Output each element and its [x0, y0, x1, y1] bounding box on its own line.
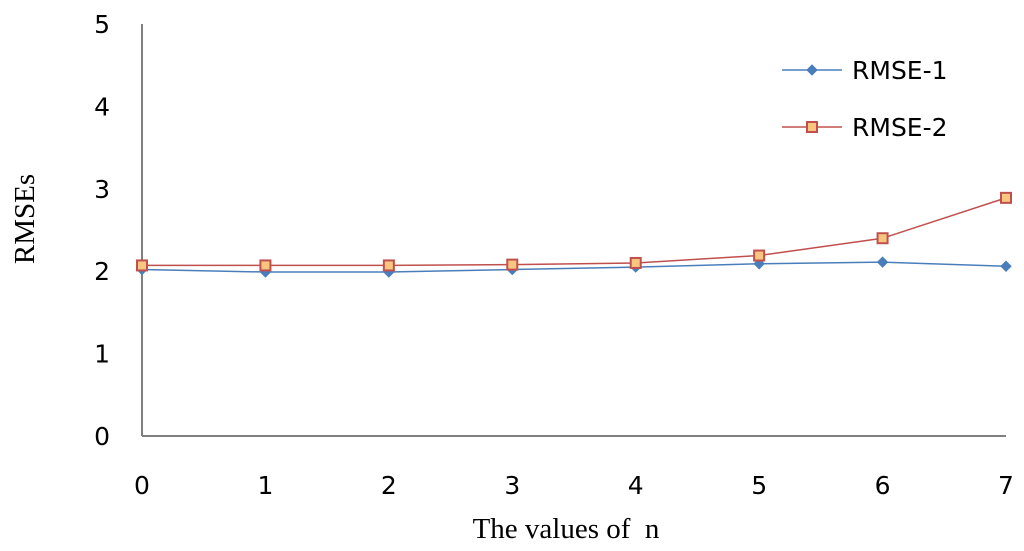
data-point [506, 258, 519, 271]
x-tick-label: 6 [875, 471, 891, 500]
legend-label: RMSE-1 [852, 56, 948, 85]
legend-label: RMSE-2 [852, 113, 948, 142]
data-point [876, 232, 889, 245]
series-layer [136, 191, 1012, 278]
x-tick-label: 0 [134, 471, 150, 500]
data-point [876, 256, 889, 268]
data-point [259, 259, 272, 272]
x-tick-label: 3 [504, 471, 520, 500]
y-tick-label: 1 [94, 340, 110, 369]
data-point [753, 249, 766, 262]
legend: RMSE-1 RMSE-2 [782, 56, 948, 142]
x-axis-title: The values of n [473, 513, 660, 545]
series-line [141, 261, 1007, 273]
y-tick-label: 4 [94, 92, 110, 121]
y-tick-label: 2 [94, 257, 110, 286]
x-tick-label: 1 [257, 471, 273, 500]
data-point [1000, 260, 1012, 272]
data-point [1000, 191, 1012, 204]
x-tick-label: 4 [628, 471, 644, 500]
plot-area [141, 24, 1006, 437]
series-rmse-2 [136, 191, 1012, 272]
data-point [629, 256, 642, 269]
y-axis-title: RMSEs [9, 174, 41, 264]
y-tick-label: 3 [94, 175, 110, 204]
legend-marker [806, 64, 818, 76]
data-point [382, 259, 395, 272]
data-point [136, 259, 148, 272]
x-tick-label: 2 [381, 471, 397, 500]
x-tick-label: 5 [751, 471, 767, 500]
y-tick-labels: 0 1 2 3 4 5 [94, 10, 110, 451]
y-tick-label: 0 [94, 422, 110, 451]
y-tick-label: 5 [94, 10, 110, 39]
series-line [142, 197, 1007, 267]
legend-marker [806, 121, 818, 133]
x-tick-label: 7 [998, 471, 1014, 500]
x-tick-labels: 0 1 2 3 4 5 6 7 [134, 471, 1014, 500]
